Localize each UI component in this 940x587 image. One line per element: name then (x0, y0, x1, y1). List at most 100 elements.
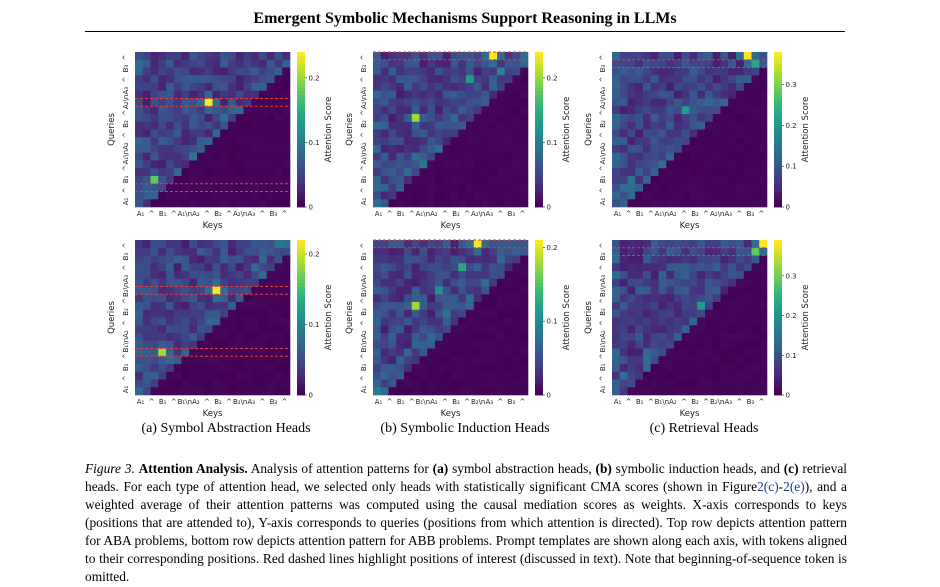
heatmap-cell (166, 106, 175, 115)
heatmap-cell (504, 137, 513, 146)
heatmap-cell (220, 247, 229, 256)
heatmap-cell (635, 75, 644, 84)
colorbar-segment (297, 187, 305, 192)
heatmap-cell (282, 83, 291, 92)
heatmap-cell (427, 168, 436, 177)
heatmap-cell (504, 67, 513, 76)
heatmap-cell (373, 302, 382, 311)
heatmap-cell (736, 168, 745, 177)
heatmap-cell (666, 145, 675, 154)
heatmap-cell (396, 83, 405, 92)
y-tick-label: B₁\n (599, 338, 607, 352)
heatmap-cell (512, 317, 521, 326)
heatmap-cell (627, 106, 636, 115)
heatmap-cell (481, 98, 490, 107)
heatmap-cell (520, 356, 529, 365)
heatmap-cell (396, 333, 405, 342)
heatmap-cell (658, 114, 667, 123)
heatmap-cell (396, 325, 405, 334)
heatmap-cell (689, 271, 698, 280)
heatmap-cell (442, 152, 451, 161)
heatmap-cell (411, 371, 420, 380)
heatmap-cell (736, 129, 745, 138)
heatmap-cell (450, 309, 459, 318)
heatmap-cell (166, 199, 175, 208)
figure-link-2e[interactable]: 2(e) (783, 479, 805, 494)
y-tick-label: ^ (122, 375, 130, 381)
y-tick-label: B₃ (360, 65, 368, 73)
heatmap-cell (197, 168, 206, 177)
heatmap-cell (697, 137, 706, 146)
heatmap-cell (150, 247, 159, 256)
heatmap-cell (612, 317, 621, 326)
heatmap-cell (419, 191, 428, 200)
heatmap-cell (619, 90, 628, 99)
colorbar-segment (297, 364, 305, 369)
colorbar-segment (774, 263, 782, 268)
heatmap-cell (650, 247, 659, 256)
heatmap-cell (197, 191, 206, 200)
heatmap-cell (197, 83, 206, 92)
heatmap-cell (759, 309, 768, 318)
heatmap-cell (166, 98, 175, 107)
heatmap-cell (743, 145, 752, 154)
heatmap-cell (650, 333, 659, 342)
heatmap-cell (635, 168, 644, 177)
heatmap-cell (404, 340, 413, 349)
heatmap-cell (627, 271, 636, 280)
heatmap-cell (220, 176, 229, 185)
heatmap-cell (466, 168, 475, 177)
heatmap-cell (266, 59, 275, 68)
heatmap-cell (212, 364, 221, 373)
heatmap-cell (135, 325, 144, 334)
heatmap-cell (751, 83, 760, 92)
heatmap-cell (380, 90, 389, 99)
heatmap-cell (135, 106, 144, 115)
heatmap-cell (751, 114, 760, 123)
x-tick-label: B₂ (452, 398, 460, 406)
heatmap-cell (489, 83, 498, 92)
heatmap-cell (228, 302, 237, 311)
caption-text-1: Analysis of attention patterns for (247, 461, 433, 476)
heatmap-cell (442, 271, 451, 280)
heatmap-cell (720, 240, 729, 249)
figure-link-2c[interactable]: 2(c) (757, 479, 779, 494)
colorbar-segment (297, 352, 305, 357)
heatmap-cell (204, 286, 213, 295)
heatmap-cell (427, 271, 436, 280)
heatmap-cell (135, 294, 144, 303)
y-tick-label: ^ (122, 132, 130, 138)
heatmap-cell (197, 129, 206, 138)
heatmap-cell (228, 348, 237, 357)
heatmap-cell (251, 199, 260, 208)
heatmap-cell (173, 240, 182, 249)
heatmap-cell (759, 286, 768, 295)
heatmap-cell (197, 278, 206, 287)
heatmap-cell (135, 90, 144, 99)
heatmap-cell (473, 114, 482, 123)
heatmap-cell (643, 325, 652, 334)
heatmap-cell (282, 52, 291, 61)
heatmap-cell (259, 356, 268, 365)
heatmap-cell (135, 364, 144, 373)
y-tick-label: B₁ (122, 363, 130, 371)
heatmap-cell (712, 176, 721, 185)
heatmap-cell (235, 240, 244, 249)
heatmap-cell (396, 371, 405, 380)
heatmap-cell (266, 247, 275, 256)
heatmap-cell (373, 90, 382, 99)
heatmap-cell (450, 247, 459, 256)
heatmap-cell (697, 379, 706, 388)
heatmap-cell (674, 98, 683, 107)
x-tick-label: ^ (387, 398, 393, 406)
heatmap-cell (282, 271, 291, 280)
heatmap-cell (427, 160, 436, 169)
heatmap-cell (142, 302, 151, 311)
heatmap-cell (759, 176, 768, 185)
heatmap-cell (736, 371, 745, 380)
heatmap-cell (259, 52, 268, 61)
colorbar-segment (297, 102, 305, 107)
heatmap-cell (743, 371, 752, 380)
heatmap-cell (512, 371, 521, 380)
heatmap-cell (466, 340, 475, 349)
